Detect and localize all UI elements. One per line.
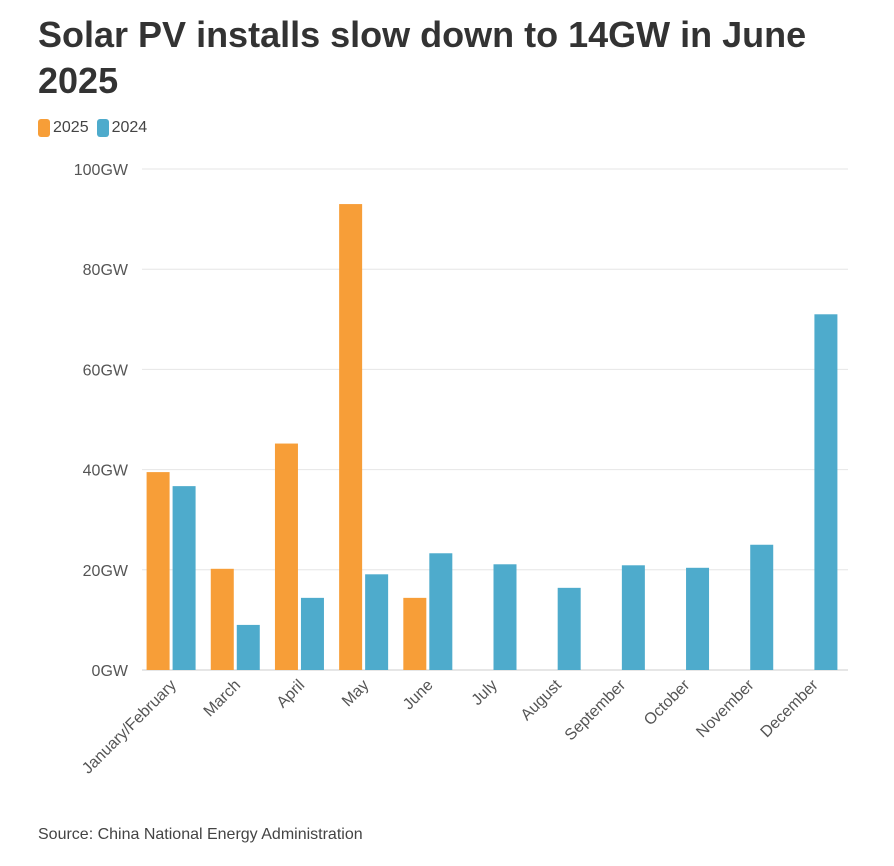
bar-2025-may[interactable] (339, 204, 363, 670)
bar-2024-januaryfebruary[interactable] (172, 486, 196, 670)
legend: 2025 2024 (38, 118, 155, 138)
x-tick-label: August (518, 676, 566, 724)
y-tick-label: 100GW (74, 162, 129, 179)
bar-2024-june[interactable] (429, 553, 453, 670)
bar-2024-march[interactable] (236, 624, 260, 670)
y-tick-label: 60GW (83, 362, 129, 379)
bar-2025-januaryfebruary[interactable] (146, 472, 170, 670)
x-tick-label: May (339, 677, 372, 710)
y-tick-label: 0GW (92, 663, 129, 680)
legend-item-2025[interactable]: 2025 (38, 119, 89, 137)
x-tick-label: June (400, 677, 437, 714)
bar-2024-november[interactable] (750, 544, 774, 670)
bar-2025-june[interactable] (403, 597, 427, 670)
bars (146, 204, 838, 670)
bar-2024-october[interactable] (686, 567, 710, 670)
chart-title: Solar PV installs slow down to 14GW in J… (38, 14, 807, 101)
legend-item-2024[interactable]: 2024 (96, 119, 148, 137)
x-tick-label: April (274, 677, 309, 712)
x-tick-label: November (693, 676, 758, 741)
bar-2024-august[interactable] (557, 587, 581, 670)
x-tick-label: October (641, 676, 694, 729)
y-tick-label: 20GW (83, 563, 129, 580)
bar-2024-april[interactable] (300, 597, 324, 670)
bar-2025-march[interactable] (210, 568, 234, 670)
x-tick-label: December (758, 676, 823, 741)
y-tick-label: 80GW (83, 262, 129, 279)
y-tick-label: 40GW (83, 463, 129, 480)
source-note: Source: China National Energy Administra… (38, 826, 363, 843)
bar-2024-december[interactable] (814, 314, 838, 670)
legend-label-2024: 2024 (111, 119, 148, 136)
x-tick-label: March (201, 677, 244, 720)
x-tick-label: September (562, 676, 630, 744)
bar-2024-may[interactable] (365, 574, 389, 670)
x-tick-label: July (469, 677, 501, 709)
legend-label-2025: 2025 (53, 119, 89, 136)
legend-swatch-2024 (96, 119, 109, 137)
legend-swatch-2025 (38, 119, 50, 137)
x-axis-ticks: January/February March April May June July Aug… (79, 676, 822, 777)
bar-2024-july[interactable] (493, 564, 517, 670)
bar-2025-april[interactable] (274, 443, 298, 670)
x-tick-label: January/February (79, 677, 180, 778)
bar-2024-september[interactable] (621, 565, 645, 670)
y-axis-ticks: 0GW 20GW 40GW 60GW 80GW 100GW (74, 162, 129, 680)
